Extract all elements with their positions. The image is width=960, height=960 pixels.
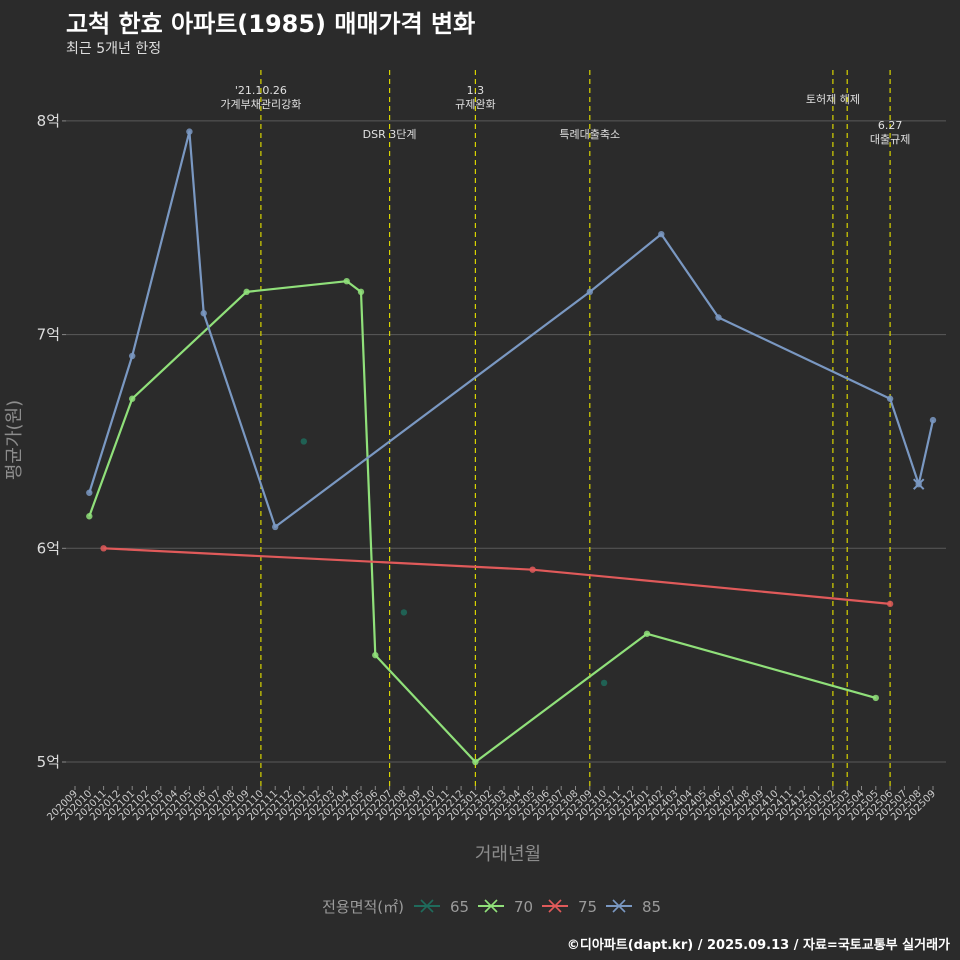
- series-75-point: [100, 545, 107, 552]
- series-85-point: [715, 314, 722, 321]
- series-85-point: [929, 416, 937, 424]
- event-label: 가계부채관리강화: [220, 98, 301, 111]
- legend-item: 70: [478, 898, 533, 916]
- legend: 전용면적(㎡) 65 70 75 85: [322, 898, 661, 916]
- legend-title: 전용면적(㎡): [322, 898, 404, 916]
- event-label: 대출규제: [870, 133, 910, 146]
- event-label: 특례대출축소: [559, 128, 620, 141]
- series-70-point: [86, 513, 93, 520]
- series-85-line: [88, 130, 935, 529]
- series-85-point: [86, 489, 93, 496]
- legend-label: 75: [578, 898, 597, 916]
- event-label: DSR 3단계: [363, 128, 417, 141]
- series-85-point: [586, 288, 593, 296]
- series-70-point: [372, 651, 379, 659]
- x-axis-title: 거래년월: [475, 844, 541, 865]
- chart-subtitle: 최근 5개년 한정: [66, 41, 162, 57]
- legend-item: 75: [542, 898, 597, 916]
- series-75-line: [103, 547, 891, 605]
- series-85-point: [272, 523, 279, 531]
- series-75-point: [886, 600, 894, 608]
- legend-key-cross: [548, 899, 562, 913]
- y-tick-label: 8억: [37, 112, 60, 130]
- event-label: 6.27: [878, 119, 903, 132]
- event-label: 1.3: [467, 84, 485, 97]
- series-70-point: [643, 630, 651, 637]
- legend-key-cross: [420, 899, 434, 913]
- series-85-point: [658, 230, 665, 238]
- series-85-point: [129, 352, 136, 360]
- y-tick-label: 6억: [37, 539, 60, 557]
- legend-item: 65: [414, 898, 469, 916]
- event-label: 토허제 해제: [806, 92, 860, 106]
- series-75-point: [529, 566, 536, 573]
- legend-label: 70: [514, 898, 533, 916]
- y-tick-label: 5억: [37, 753, 60, 771]
- event-label: 규제완화: [455, 98, 495, 111]
- y-tick-label: 7억: [37, 326, 60, 344]
- source-caption: ©디아파트(dapt.kr) / 2025.09.13 / 자료=국토교통부 실…: [566, 938, 950, 953]
- series-85-cross-marker: [912, 478, 925, 490]
- series-85-point: [186, 128, 193, 135]
- series-70-point: [129, 395, 136, 402]
- event-label: '21.10.26: [235, 84, 287, 97]
- series-65-point: [400, 609, 408, 616]
- series-70-point: [357, 288, 365, 296]
- legend-label: 85: [642, 898, 661, 916]
- chart-title: 고척 한효 아파트(1985) 매매가격 변화: [66, 10, 476, 38]
- legend-item: 85: [606, 898, 661, 916]
- series-70-point: [343, 277, 350, 285]
- series-70-point: [872, 694, 879, 702]
- legend-label: 65: [450, 898, 469, 916]
- series-65-point: [300, 438, 307, 445]
- series-70-point: [472, 758, 479, 766]
- legend-key-cross: [484, 899, 498, 913]
- series-85-point: [886, 395, 894, 402]
- series-85-point: [200, 310, 207, 317]
- series-65-point: [600, 679, 608, 687]
- series-70-line: [88, 280, 877, 764]
- series-70-point: [243, 288, 250, 296]
- legend-key-cross: [612, 899, 626, 913]
- y-axis-title: 평균가(원): [4, 400, 25, 480]
